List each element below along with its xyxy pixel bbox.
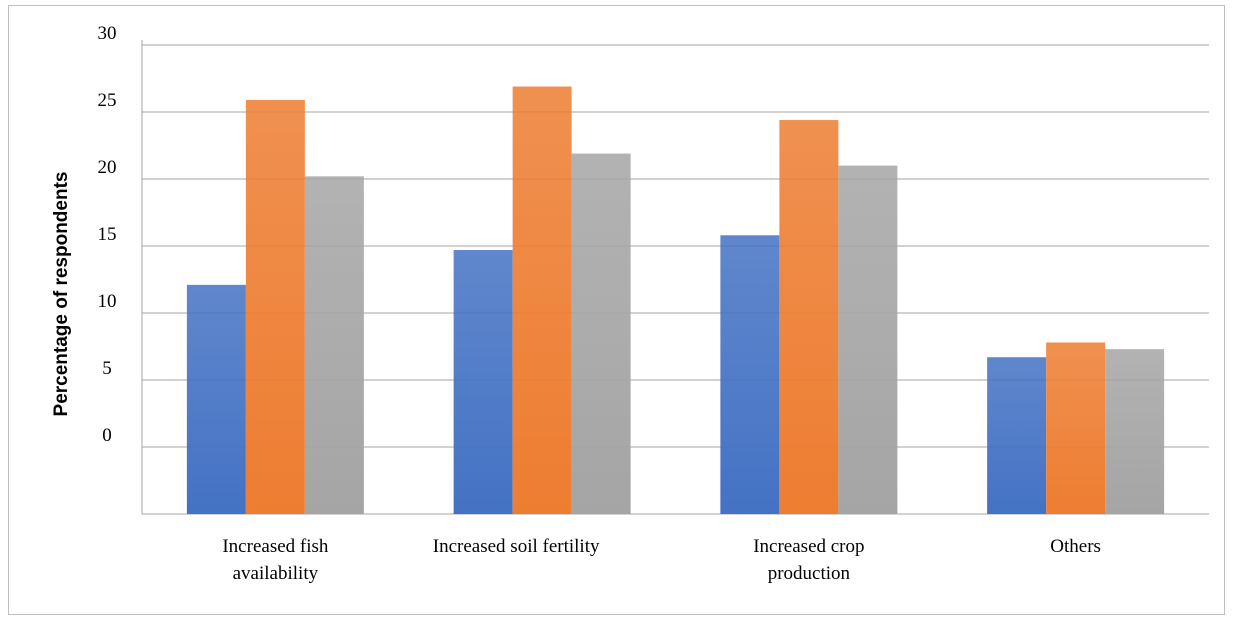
bar <box>838 165 898 514</box>
bars <box>186 86 1165 515</box>
category-label-line: production <box>768 563 851 584</box>
y-tick-label: 30 <box>98 23 117 44</box>
category-label-line: Increased fish <box>222 536 329 557</box>
category-label: Increased crop production <box>753 536 864 584</box>
bar <box>987 357 1047 514</box>
y-tick-label: 15 <box>98 224 117 245</box>
category-label-line: Increased soil fertility <box>433 536 600 557</box>
bar <box>304 176 364 514</box>
y-tick-label: 10 <box>98 291 117 312</box>
bar <box>1105 349 1165 514</box>
category-label: Others <box>1050 536 1101 557</box>
y-tick-label: 25 <box>98 90 117 111</box>
category-label: Increased fish availability <box>222 536 329 584</box>
bar <box>453 250 513 514</box>
y-tick-label: 20 <box>98 157 117 178</box>
category-labels: Increased fish availability Increased soil… <box>222 536 1101 584</box>
bar <box>720 235 780 514</box>
bar <box>186 284 246 514</box>
category-label-line: availability <box>233 563 319 584</box>
chart-frame: 05101520253035 Increased fishavailabilit… <box>8 5 1225 615</box>
y-axis-title: Percentage of respondents <box>51 172 72 417</box>
bar <box>1046 342 1106 514</box>
category-label-line: Increased crop <box>753 536 864 557</box>
bar <box>512 86 572 514</box>
bar-chart: 05101520253035 Increased fishavailabilit… <box>51 23 1209 584</box>
y-tick-labels: 05101520253035 <box>98 23 117 446</box>
y-tick-label: 5 <box>102 358 112 379</box>
bar <box>779 120 839 514</box>
bar <box>571 153 631 515</box>
bar <box>245 99 305 514</box>
y-tick-label: 0 <box>102 425 112 446</box>
category-label-line: Others <box>1050 536 1101 557</box>
category-label: Increased soil fertility <box>433 536 600 557</box>
